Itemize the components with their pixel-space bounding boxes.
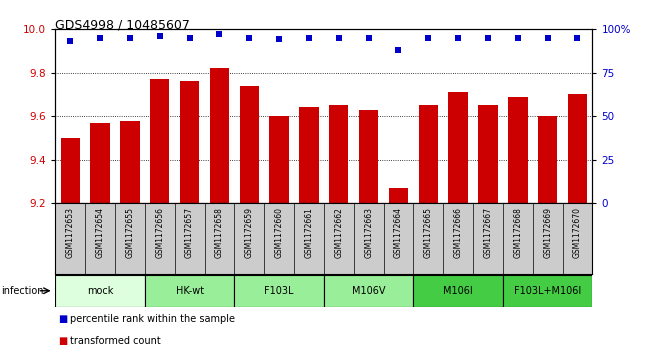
Text: percentile rank within the sample: percentile rank within the sample <box>70 314 234 325</box>
Text: GDS4998 / 10485607: GDS4998 / 10485607 <box>55 18 190 31</box>
Text: GSM1172666: GSM1172666 <box>454 207 463 258</box>
Text: M106V: M106V <box>352 286 385 296</box>
Point <box>244 35 255 41</box>
Text: GSM1172664: GSM1172664 <box>394 207 403 258</box>
Bar <box>210 68 229 203</box>
Point <box>333 35 344 41</box>
Point <box>572 35 583 41</box>
Text: GSM1172653: GSM1172653 <box>66 207 75 258</box>
Bar <box>508 97 527 203</box>
Text: GSM1172663: GSM1172663 <box>364 207 373 258</box>
Text: GSM1172661: GSM1172661 <box>305 207 313 258</box>
Point <box>184 35 195 41</box>
Text: GSM1172660: GSM1172660 <box>275 207 284 258</box>
Text: GSM1172655: GSM1172655 <box>126 207 134 258</box>
Text: GSM1172670: GSM1172670 <box>573 207 582 258</box>
Text: GSM1172667: GSM1172667 <box>484 207 492 258</box>
Bar <box>120 121 139 203</box>
Bar <box>145 275 234 307</box>
Text: GSM1172656: GSM1172656 <box>156 207 164 258</box>
Text: GSM1172658: GSM1172658 <box>215 207 224 258</box>
Bar <box>413 275 503 307</box>
Bar <box>419 105 438 203</box>
Bar <box>240 86 259 203</box>
Bar <box>270 116 289 203</box>
Point <box>512 35 523 41</box>
Bar <box>55 275 145 307</box>
Text: F103L: F103L <box>264 286 294 296</box>
Text: F103L+M106I: F103L+M106I <box>514 286 581 296</box>
Text: GSM1172659: GSM1172659 <box>245 207 254 258</box>
Point <box>393 47 404 53</box>
Text: GSM1172662: GSM1172662 <box>335 207 343 258</box>
Bar <box>389 188 408 203</box>
Bar <box>449 92 468 203</box>
Bar <box>329 105 348 203</box>
Bar <box>538 116 557 203</box>
Bar <box>324 275 413 307</box>
Bar <box>90 123 110 203</box>
Point <box>154 33 165 39</box>
Point <box>214 31 225 37</box>
Point <box>423 35 434 41</box>
Point <box>453 35 464 41</box>
Point <box>125 35 135 41</box>
Text: infection: infection <box>1 286 44 296</box>
Text: transformed count: transformed count <box>70 336 160 346</box>
Point <box>274 37 284 42</box>
Text: GSM1172657: GSM1172657 <box>185 207 194 258</box>
Text: GSM1172654: GSM1172654 <box>96 207 105 258</box>
Bar <box>150 79 169 203</box>
Bar <box>568 94 587 203</box>
Point <box>363 35 374 41</box>
Point <box>304 35 314 41</box>
Point <box>542 35 553 41</box>
Bar <box>503 275 592 307</box>
Bar <box>234 275 324 307</box>
Bar <box>61 138 80 203</box>
Bar <box>299 107 318 203</box>
Text: ■: ■ <box>59 336 68 346</box>
Text: M106I: M106I <box>443 286 473 296</box>
Text: mock: mock <box>87 286 113 296</box>
Text: GSM1172668: GSM1172668 <box>514 207 522 258</box>
Text: GSM1172665: GSM1172665 <box>424 207 433 258</box>
Bar <box>478 105 497 203</box>
Text: GSM1172669: GSM1172669 <box>543 207 552 258</box>
Text: ■: ■ <box>59 314 68 325</box>
Point <box>65 38 76 44</box>
Text: HK-wt: HK-wt <box>176 286 204 296</box>
Point <box>95 35 105 41</box>
Bar <box>180 81 199 203</box>
Point <box>483 35 493 41</box>
Bar <box>359 110 378 203</box>
